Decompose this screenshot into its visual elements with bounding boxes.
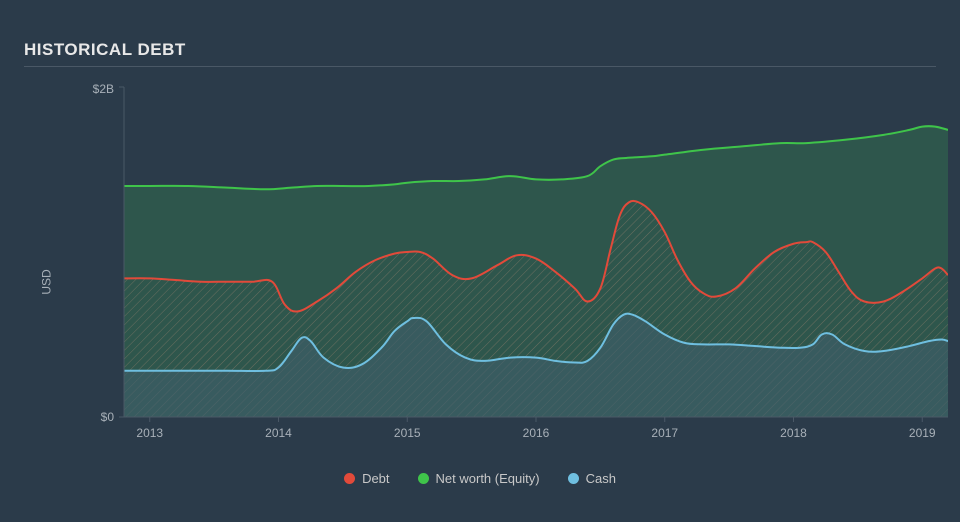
plot-area [124, 126, 948, 417]
y-tick-bottom: $0 [101, 410, 115, 424]
x-tick: 2018 [780, 426, 807, 440]
legend-item-cash: Cash [568, 471, 616, 486]
legend-item-debt: Debt [344, 471, 389, 486]
legend-swatch-cash [568, 473, 579, 484]
x-tick: 2016 [523, 426, 550, 440]
legend-swatch-equity [418, 473, 429, 484]
x-tick: 2014 [265, 426, 292, 440]
x-tick: 2019 [909, 426, 936, 440]
x-tick: 2013 [136, 426, 163, 440]
y-axis-label: USD [40, 269, 54, 294]
x-tick: 2015 [394, 426, 421, 440]
chart-wrap: USD $2B $0 2013 2014 2015 2016 2017 2018 2019 De… [24, 77, 936, 486]
chart-card: HISTORICAL DEBT USD $2B $0 2013 2014 2015 201… [0, 0, 960, 506]
legend: Debt Net worth (Equity) Cash [24, 471, 936, 486]
legend-label-equity: Net worth (Equity) [436, 471, 540, 486]
y-tick-top: $2B [93, 82, 114, 96]
x-tick: 2017 [651, 426, 678, 440]
legend-label-debt: Debt [362, 471, 389, 486]
legend-item-equity: Net worth (Equity) [418, 471, 540, 486]
legend-swatch-debt [344, 473, 355, 484]
chart-svg: $2B $0 2013 2014 2015 2016 2017 2018 2019 [24, 77, 948, 457]
legend-label-cash: Cash [586, 471, 616, 486]
chart-title: HISTORICAL DEBT [24, 40, 936, 60]
title-row: HISTORICAL DEBT [24, 40, 936, 67]
